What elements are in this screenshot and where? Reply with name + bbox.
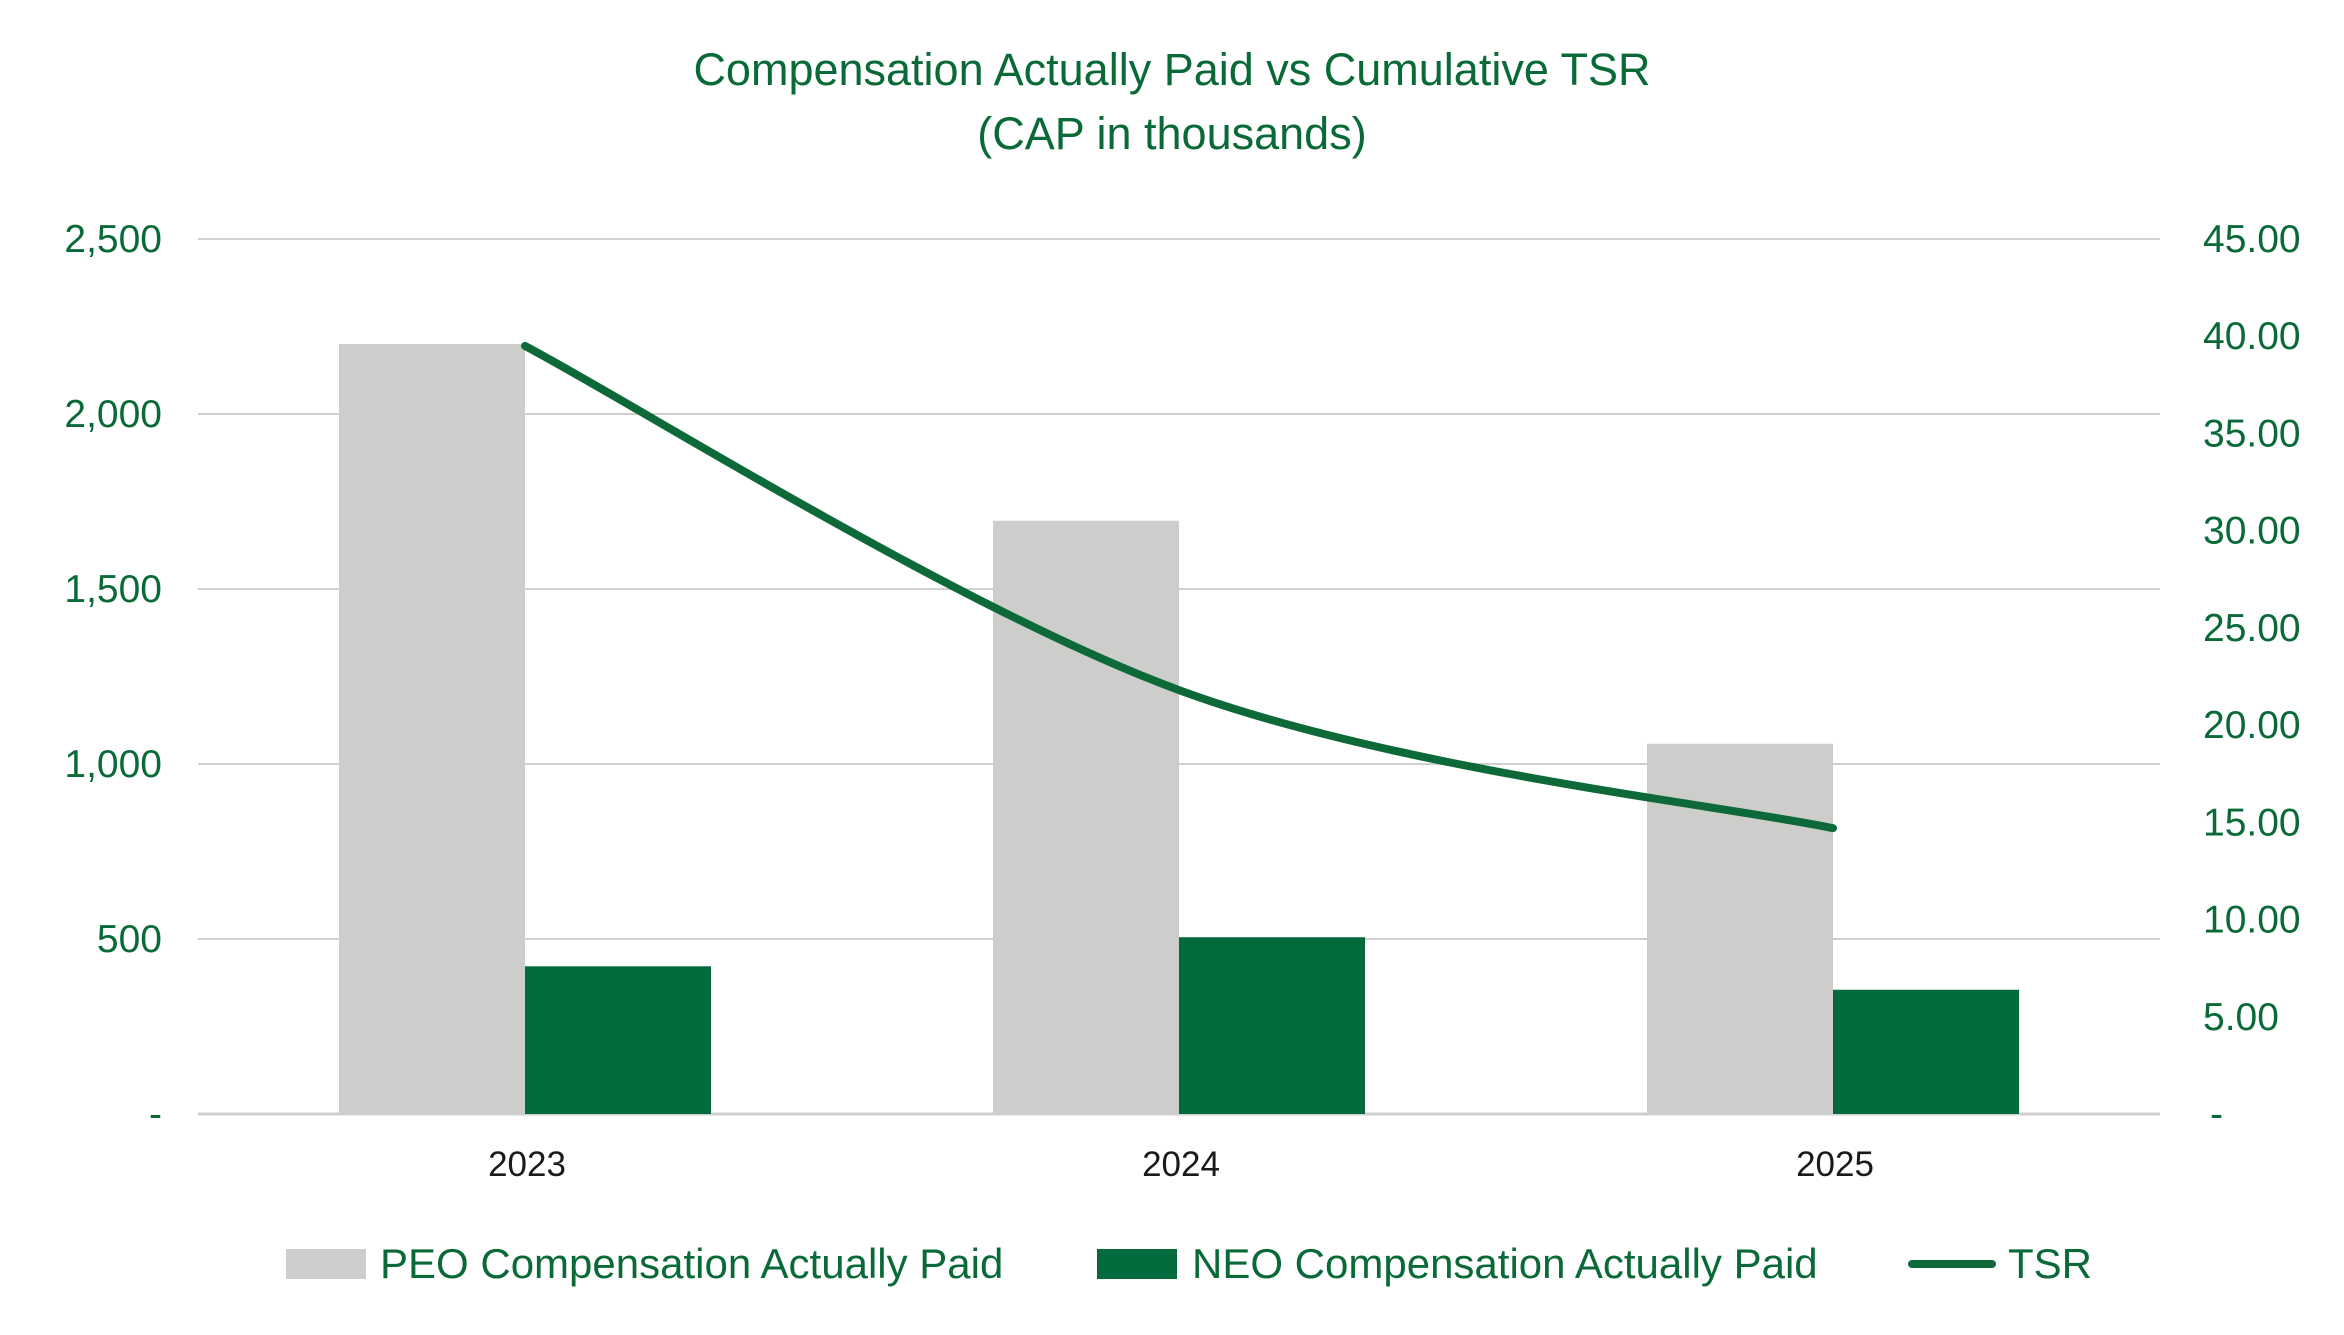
legend-label: NEO Compensation Actually Paid: [1192, 1240, 1818, 1287]
tsr-line: [521, 341, 1837, 833]
legend-label: TSR: [2008, 1240, 2092, 1287]
legend-swatch: [286, 1249, 366, 1279]
y-left-tick-label: 500: [97, 918, 162, 961]
y-left-tick-label: 1,000: [64, 743, 162, 786]
y-right-tick-label: 25.00: [2203, 607, 2301, 650]
y-right-tick-label: 5.00: [2203, 996, 2279, 1039]
x-tick-label: 2024: [1142, 1145, 1220, 1184]
peo-bar: [339, 344, 525, 1114]
y-right-tick-label: -: [2210, 1093, 2223, 1136]
chart-subtitle: (CAP in thousands): [977, 108, 1366, 159]
y-axis-right: - 5.00 10.00 15.00 20.00 25.00 30.00 35.00 40.00…: [2203, 218, 2301, 1136]
x-tick-label: 2025: [1796, 1145, 1874, 1184]
legend-label: PEO Compensation Actually Paid: [380, 1240, 1003, 1287]
y-left-tick-label: 2,500: [64, 218, 162, 261]
peo-bar: [993, 520, 1179, 1114]
neo-bar: [525, 966, 711, 1114]
y-right-tick-label: 10.00: [2203, 899, 2301, 942]
x-tick-label: 2023: [488, 1145, 566, 1184]
y-right-tick-label: 45.00: [2203, 218, 2301, 261]
y-axis-left: - 500 1,000 1,500 2,000 2,500: [64, 218, 162, 1136]
tsr-line-group: [521, 341, 1837, 833]
chart-title: Compensation Actually Paid vs Cumulative…: [693, 44, 1650, 95]
x-axis: 2023 2024 2025: [488, 1145, 1874, 1184]
y-left-tick-label: 2,000: [64, 393, 162, 436]
legend: PEO Compensation Actually Paid NEO Compen…: [286, 1240, 2092, 1287]
neo-bar: [1833, 989, 2019, 1114]
y-right-tick-label: 35.00: [2203, 412, 2301, 455]
y-right-tick-label: 15.00: [2203, 801, 2301, 844]
legend-swatch: [1097, 1249, 1177, 1279]
y-left-tick-label: -: [149, 1093, 162, 1136]
y-right-tick-label: 30.00: [2203, 510, 2301, 553]
bars: [339, 344, 2019, 1114]
y-right-tick-label: 40.00: [2203, 315, 2301, 358]
y-right-tick-label: 20.00: [2203, 704, 2301, 747]
y-left-tick-label: 1,500: [64, 568, 162, 611]
neo-bar: [1179, 937, 1365, 1114]
